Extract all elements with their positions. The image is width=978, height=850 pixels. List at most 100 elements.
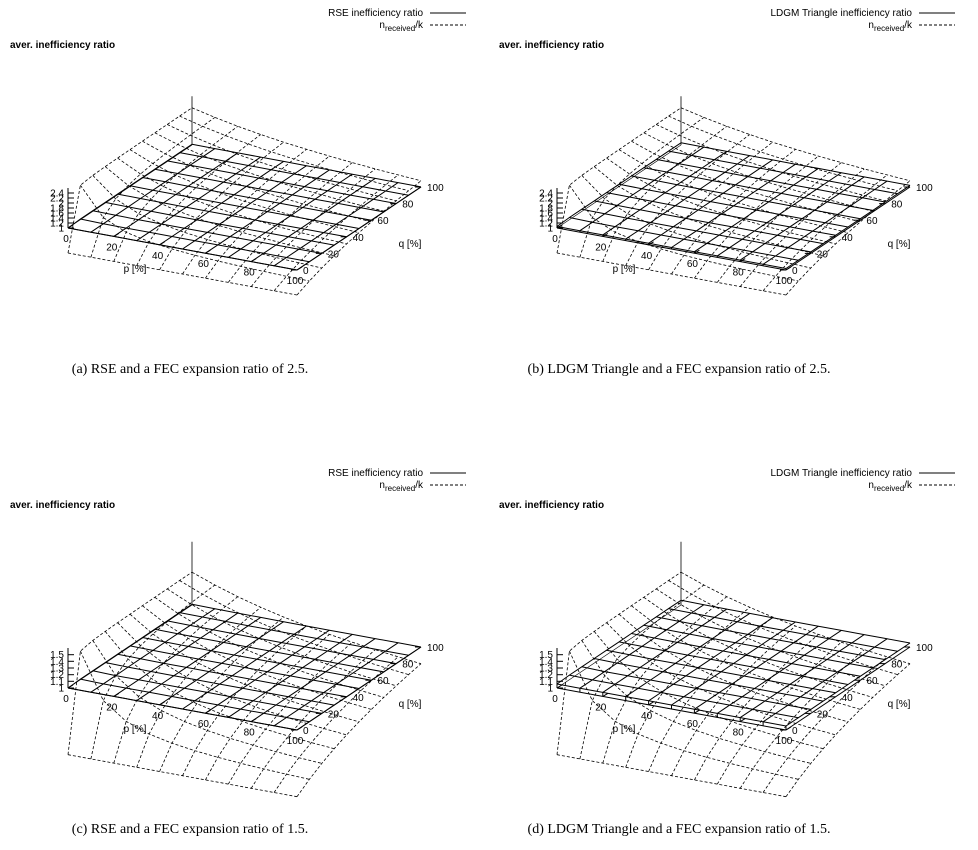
- inefficiency-surface-line: [785, 642, 911, 727]
- nreceived-surface-line: [648, 616, 773, 772]
- nreceived-surface-line: [273, 174, 399, 292]
- inefficiency-surface-line: [205, 169, 330, 254]
- nreceived-surface-line: [90, 117, 216, 258]
- y-axis-label: q [%]: [888, 239, 911, 250]
- inefficiency-surface-line: [762, 638, 888, 723]
- x-tick-label: 20: [595, 242, 607, 253]
- inefficiency-surface-line: [296, 646, 422, 731]
- y-tick-label: 0: [303, 726, 309, 737]
- panel-caption: (d) LDGM Triangle and a FEC expansion ra…: [528, 822, 831, 837]
- z-tick-label: 1.2: [539, 219, 553, 230]
- nreceived-surface-line: [579, 117, 705, 258]
- inefficiency-surface-line: [648, 159, 773, 244]
- x-tick-label: 60: [198, 719, 210, 730]
- inefficiency-surface-line: [205, 629, 330, 714]
- nreceived-surface-line: [117, 157, 347, 245]
- inefficiency-surface-line: [671, 621, 796, 706]
- nreceived-surface-line: [694, 155, 819, 279]
- nreceived-surface-line: [785, 663, 911, 797]
- y-axis-label: q [%]: [888, 699, 911, 710]
- x-tick-label: 80: [244, 728, 256, 739]
- inefficiency-surface-line: [694, 625, 819, 710]
- inefficiency-surface-line: [648, 617, 773, 702]
- x-tick-label: 40: [152, 711, 164, 722]
- y-tick-label: 40: [842, 233, 854, 244]
- nreceived-surface-line: [569, 184, 799, 282]
- nreceived-surface-line: [179, 580, 409, 675]
- z-tick-label: 1.4: [539, 214, 553, 225]
- z-axis-label: aver. inefficiency ratio: [10, 40, 115, 51]
- nreceived-surface-line: [159, 616, 284, 772]
- z-tick-label: 1: [547, 224, 553, 235]
- inefficiency-surface-line: [113, 612, 239, 697]
- nreceived-surface-line: [569, 650, 799, 780]
- x-tick-label: 20: [595, 702, 607, 713]
- back-floor-edge: [556, 604, 682, 689]
- z-tick-label: 1.3: [539, 664, 553, 675]
- y-tick-label: 40: [842, 693, 854, 704]
- nreceived-surface-line: [581, 175, 811, 269]
- y-tick-label: 100: [427, 643, 444, 654]
- inefficiency-surface-line: [579, 146, 705, 232]
- inefficiency-surface-line: [136, 616, 261, 702]
- y-tick-label: 60: [377, 216, 389, 227]
- nreceived-surface-line: [606, 157, 836, 245]
- nreceived-surface-line: [655, 588, 886, 687]
- z-tick-label: 1.5: [539, 650, 553, 661]
- x-tick-label: 60: [687, 719, 699, 730]
- nreceived-surface-line: [643, 132, 873, 212]
- nreceived-surface-line: [117, 622, 347, 736]
- inefficiency-surface-line: [556, 142, 682, 227]
- x-tick-label: 80: [733, 268, 745, 279]
- x-tick-label: 80: [244, 268, 256, 279]
- y-axis: [785, 186, 911, 271]
- inefficiency-surface-line: [717, 172, 842, 257]
- inefficiency-surface-line: [113, 152, 239, 237]
- y-tick-label: 100: [916, 643, 933, 654]
- inefficiency-surface-line: [67, 143, 193, 229]
- x-tick: [602, 692, 609, 697]
- x-axis-label: p [%]: [124, 264, 147, 275]
- nreceived-surface-line: [205, 155, 330, 279]
- chart-panel: 11.11.21.31.41.5020406080100020406080100…: [499, 468, 955, 837]
- inefficiency-surface-line: [136, 156, 261, 242]
- z-tick-label: 1.2: [539, 670, 553, 681]
- z-tick-label: 1.1: [539, 677, 553, 688]
- nreceived-surface-line: [785, 180, 911, 296]
- z-tick-label: 1: [547, 684, 553, 695]
- inefficiency-surface-line: [273, 182, 399, 267]
- nreceived-surface-line: [113, 125, 239, 262]
- x-tick-label: 0: [552, 234, 558, 245]
- y-tick-label: 20: [817, 249, 829, 260]
- y-tick-label: 100: [427, 183, 444, 194]
- legend-label: RSE inefficiency ratio: [328, 468, 423, 479]
- nreceived-surface-line: [296, 663, 422, 797]
- x-tick-label: 80: [733, 728, 745, 739]
- x-tick-label: 40: [641, 711, 653, 722]
- nreceived-surface-line: [602, 125, 728, 262]
- x-tick-label: 20: [106, 702, 118, 713]
- nreceived-surface-line: [136, 606, 261, 768]
- z-tick-label: 1.6: [50, 209, 64, 220]
- legend-label: nreceived/k: [868, 480, 913, 493]
- y-tick-label: 40: [353, 233, 365, 244]
- legend-label: LDGM Triangle inefficiency ratio: [770, 468, 912, 479]
- y-tick-label: 80: [402, 200, 414, 211]
- panel-caption: (a) RSE and a FEC expansion ratio of 2.5…: [72, 362, 308, 377]
- inefficiency-surface-line: [296, 186, 422, 271]
- inefficiency-surface-line: [182, 165, 307, 250]
- legend-label: nreceived/k: [379, 480, 424, 493]
- nreceived-surface-line: [182, 625, 307, 776]
- inefficiency-surface-line: [717, 629, 842, 714]
- nreceived-surface-line: [104, 631, 335, 750]
- y-axis-label: q [%]: [399, 699, 422, 710]
- z-tick-label: 1.4: [50, 214, 64, 225]
- x-tick: [648, 701, 654, 706]
- y-tick-label: 60: [866, 216, 878, 227]
- inefficiency-surface-line: [228, 173, 353, 258]
- x-tick: [785, 726, 792, 731]
- legend-label: LDGM Triangle inefficiency ratio: [770, 8, 912, 19]
- inefficiency-surface-line: [90, 148, 216, 233]
